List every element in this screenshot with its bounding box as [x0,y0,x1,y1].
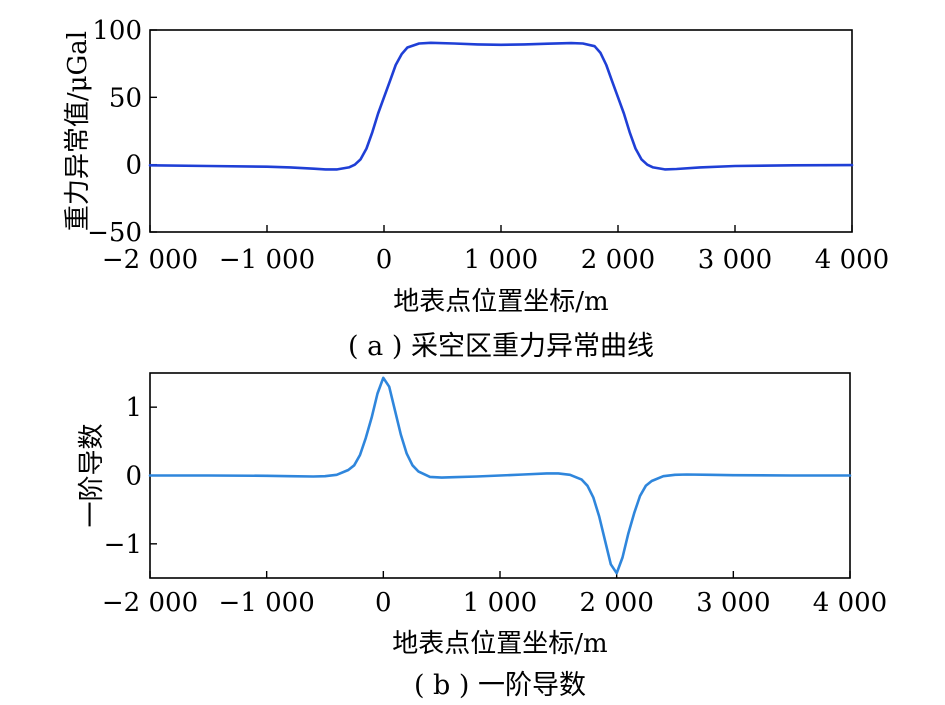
chart-panel-a: −2 000 −1 000 0 1 000 2 000 3 000 4 000 −50 0 50 1… [63,16,889,362]
x-tick-label: 2 000 [581,245,655,275]
x-tick-label: 2 000 [579,588,653,618]
y-tick-label: 50 [109,83,142,113]
y-axis-title: 重力异常值/μGal [63,31,93,231]
chart-panel-b: −2 000 −1 000 0 1 000 2 000 3 000 4 000 −1 0 1 地表点… [77,372,887,701]
y-tick-label: 1 [125,393,142,423]
x-tick-label: 3 000 [696,588,770,618]
x-tick-label: 0 [375,588,392,618]
x-tick-label: −2 000 [102,588,198,618]
data-line [148,376,852,575]
x-tick-label: −2 000 [102,245,198,275]
x-tick-label: 1 000 [463,588,537,618]
y-tick-label: −50 [87,218,142,248]
panel-caption: ( a ) 采空区重力异常曲线 [348,331,654,362]
x-tick-label: 1 000 [464,245,538,275]
x-axis-title: 地表点位置坐标/m [392,629,607,659]
x-tick-label: 4 000 [815,245,889,275]
plot-frame [149,29,853,233]
y-axis-title: 一阶导数 [77,423,107,527]
y-tick-label: 100 [92,16,142,46]
x-tick-label: 4 000 [813,588,887,618]
x-axis-title: 地表点位置坐标/m [393,287,608,317]
y-tick-label: 0 [125,462,142,492]
x-tick-label: −1 000 [219,245,315,275]
panel-caption: ( b ) 一阶导数 [414,670,586,701]
y-tick-label: −1 [104,530,142,560]
x-tick-label: −1 000 [219,588,315,618]
data-line [148,41,854,171]
x-tick-label: 0 [376,245,393,275]
x-tick-label: 3 000 [698,245,772,275]
y-tick-label: 0 [125,151,142,181]
